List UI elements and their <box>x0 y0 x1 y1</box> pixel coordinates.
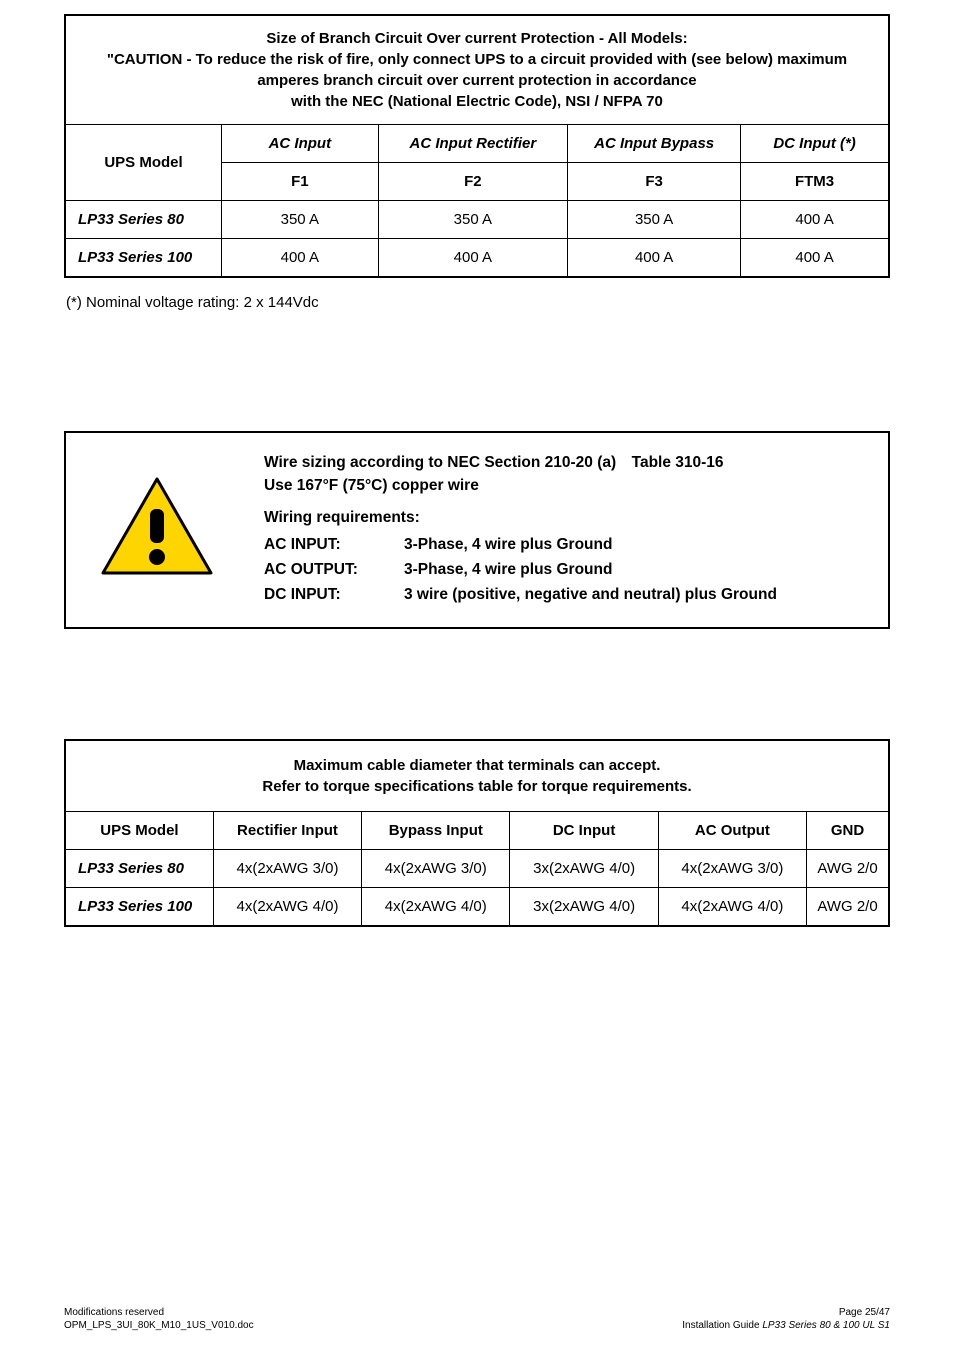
cell: 4x(2xAWG 3/0) <box>658 849 806 887</box>
col-header: AC Input Bypass <box>568 125 741 163</box>
warning-text: Wire sizing according to NEC Section 210… <box>248 432 889 628</box>
footer-right: Page 25/47 Installation Guide LP33 Serie… <box>682 1306 890 1332</box>
cell: 4x(2xAWG 3/0) <box>213 849 361 887</box>
table1-title-line2: "CAUTION - To reduce the risk of fire, o… <box>107 51 847 89</box>
cell: AWG 2/0 <box>807 887 889 926</box>
cell: 400 A <box>568 239 741 278</box>
col-subheader: F3 <box>568 163 741 201</box>
table3-title-line1: Maximum cable diameter that terminals ca… <box>294 757 661 774</box>
col-header: Bypass Input <box>362 811 510 849</box>
cell: 400 A <box>741 239 889 278</box>
page-footer: Modifications reserved OPM_LPS_3UI_80K_M… <box>64 1306 890 1332</box>
cell: AWG 2/0 <box>807 849 889 887</box>
warning-item-key: DC INPUT: <box>264 583 404 606</box>
col-header: DC Input (*) <box>741 125 889 163</box>
cell: 400 A <box>222 239 379 278</box>
col-header: DC Input <box>510 811 658 849</box>
row-label: LP33 Series 80 <box>65 201 222 239</box>
warning-subtitle: Wiring requirements: <box>264 506 872 529</box>
warning-item-value: 3 wire (positive, negative and neutral) … <box>404 583 777 606</box>
col-header: GND <box>807 811 889 849</box>
branch-circuit-table: Size of Branch Circuit Over current Prot… <box>64 14 890 278</box>
table1-title-line3: with the NEC (National Electric Code), N… <box>291 93 663 110</box>
cell: 350 A <box>222 201 379 239</box>
footer-left-line1: Modifications reserved <box>64 1307 164 1318</box>
warning-item: DC INPUT: 3 wire (positive, negative and… <box>264 583 872 606</box>
col-subheader: F2 <box>378 163 568 201</box>
table-row: LP33 Series 80 4x(2xAWG 3/0) 4x(2xAWG 3/… <box>65 849 889 887</box>
footer-right-line2-prefix: Installation Guide <box>682 1320 762 1331</box>
table-row: LP33 Series 100 4x(2xAWG 4/0) 4x(2xAWG 4… <box>65 887 889 926</box>
warning-item: AC INPUT: 3-Phase, 4 wire plus Ground <box>264 533 872 556</box>
warning-title2: Use 167°F (75°C) copper wire <box>264 477 479 494</box>
warning-triangle-icon <box>97 473 217 583</box>
col-header: AC Output <box>658 811 806 849</box>
col-subheader: FTM3 <box>741 163 889 201</box>
cell: 3x(2xAWG 4/0) <box>510 849 658 887</box>
table-row: LP33 Series 80 350 A 350 A 350 A 400 A <box>65 201 889 239</box>
warning-box: Wire sizing according to NEC Section 210… <box>64 431 890 629</box>
footnote: (*) Nominal voltage rating: 2 x 144Vdc <box>66 294 888 311</box>
footer-left: Modifications reserved OPM_LPS_3UI_80K_M… <box>64 1306 254 1332</box>
cell: 350 A <box>378 201 568 239</box>
row-label: LP33 Series 100 <box>65 239 222 278</box>
row-label: LP33 Series 80 <box>65 849 213 887</box>
cell: 350 A <box>568 201 741 239</box>
cell: 4x(2xAWG 4/0) <box>658 887 806 926</box>
footer-right-line1: Page 25/47 <box>839 1307 890 1318</box>
col-subheader: F1 <box>222 163 379 201</box>
cell: 3x(2xAWG 4/0) <box>510 887 658 926</box>
row-label: LP33 Series 100 <box>65 887 213 926</box>
warning-item: AC OUTPUT: 3-Phase, 4 wire plus Ground <box>264 558 872 581</box>
col-header: Rectifier Input <box>213 811 361 849</box>
table1-title: Size of Branch Circuit Over current Prot… <box>65 15 889 125</box>
warning-item-value: 3-Phase, 4 wire plus Ground <box>404 533 612 556</box>
footer-left-line2: OPM_LPS_3UI_80K_M10_1US_V010.doc <box>64 1320 254 1331</box>
cell: 4x(2xAWG 4/0) <box>362 887 510 926</box>
cell: 4x(2xAWG 3/0) <box>362 849 510 887</box>
col-header: UPS Model <box>65 811 213 849</box>
warning-item-key: AC INPUT: <box>264 533 404 556</box>
table-row: LP33 Series 100 400 A 400 A 400 A 400 A <box>65 239 889 278</box>
warning-title: Wire sizing according to NEC Section 210… <box>264 454 724 471</box>
col-header: AC Input <box>222 125 379 163</box>
cable-diameter-table: Maximum cable diameter that terminals ca… <box>64 739 890 927</box>
warning-icon-cell <box>65 432 248 628</box>
warning-item-value: 3-Phase, 4 wire plus Ground <box>404 558 612 581</box>
footer-right-line2-italic: LP33 Series 80 & 100 UL S1 <box>762 1320 890 1331</box>
table3-title-line2: Refer to torque specifications table for… <box>262 778 691 795</box>
cell: 400 A <box>741 201 889 239</box>
ups-model-header: UPS Model <box>65 125 222 201</box>
table3-title: Maximum cable diameter that terminals ca… <box>65 740 889 812</box>
table1-title-line1: Size of Branch Circuit Over current Prot… <box>266 30 687 47</box>
cell: 400 A <box>378 239 568 278</box>
col-header: AC Input Rectifier <box>378 125 568 163</box>
warning-item-key: AC OUTPUT: <box>264 558 404 581</box>
cell: 4x(2xAWG 4/0) <box>213 887 361 926</box>
